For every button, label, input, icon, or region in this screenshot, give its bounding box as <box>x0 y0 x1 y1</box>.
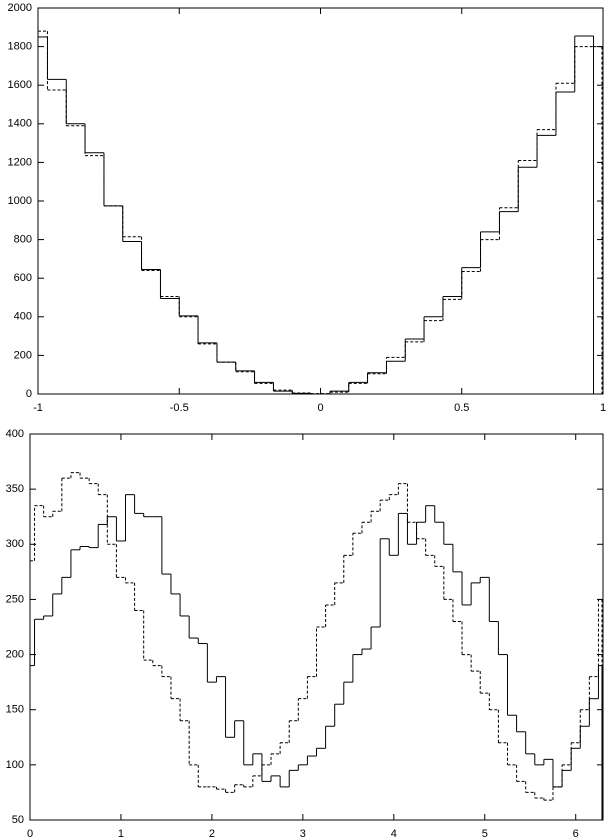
y-tick-label: 350 <box>6 483 24 495</box>
y-tick-label: 300 <box>6 538 24 550</box>
y-tick-label: 400 <box>14 311 32 323</box>
x-tick-label: 0.5 <box>454 402 469 414</box>
x-tick-label: 4 <box>391 828 397 839</box>
x-tick-label: 0 <box>27 828 33 839</box>
x-tick-label: 1 <box>600 402 606 414</box>
x-tick-label: -1 <box>33 402 43 414</box>
x-tick-label: 0 <box>317 402 323 414</box>
x-tick-label: 2 <box>209 828 215 839</box>
y-tick-label: 250 <box>6 593 24 605</box>
y-tick-label: 0 <box>26 388 32 400</box>
y-tick-label: 1000 <box>8 195 32 207</box>
y-tick-label: 200 <box>14 349 32 361</box>
x-tick-label: 6 <box>573 828 579 839</box>
y-tick-label: 2000 <box>8 2 32 14</box>
y-tick-label: 600 <box>14 272 32 284</box>
x-tick-label: 3 <box>300 828 306 839</box>
y-tick-label: 1600 <box>8 79 32 91</box>
y-tick-label: 200 <box>6 648 24 660</box>
y-tick-label: 150 <box>6 704 24 716</box>
y-tick-label: 1400 <box>8 118 32 130</box>
y-tick-label: 400 <box>6 428 24 440</box>
x-tick-label: 5 <box>482 828 488 839</box>
x-tick-label: -0.5 <box>170 402 189 414</box>
plot-frame <box>29 433 604 821</box>
y-tick-label: 1200 <box>8 156 32 168</box>
x-tick-label: 1 <box>118 828 124 839</box>
y-tick-label: 50 <box>12 814 24 826</box>
y-tick-label: 100 <box>6 759 24 771</box>
y-tick-label: 1800 <box>8 41 32 53</box>
y-tick-label: 800 <box>14 234 32 246</box>
